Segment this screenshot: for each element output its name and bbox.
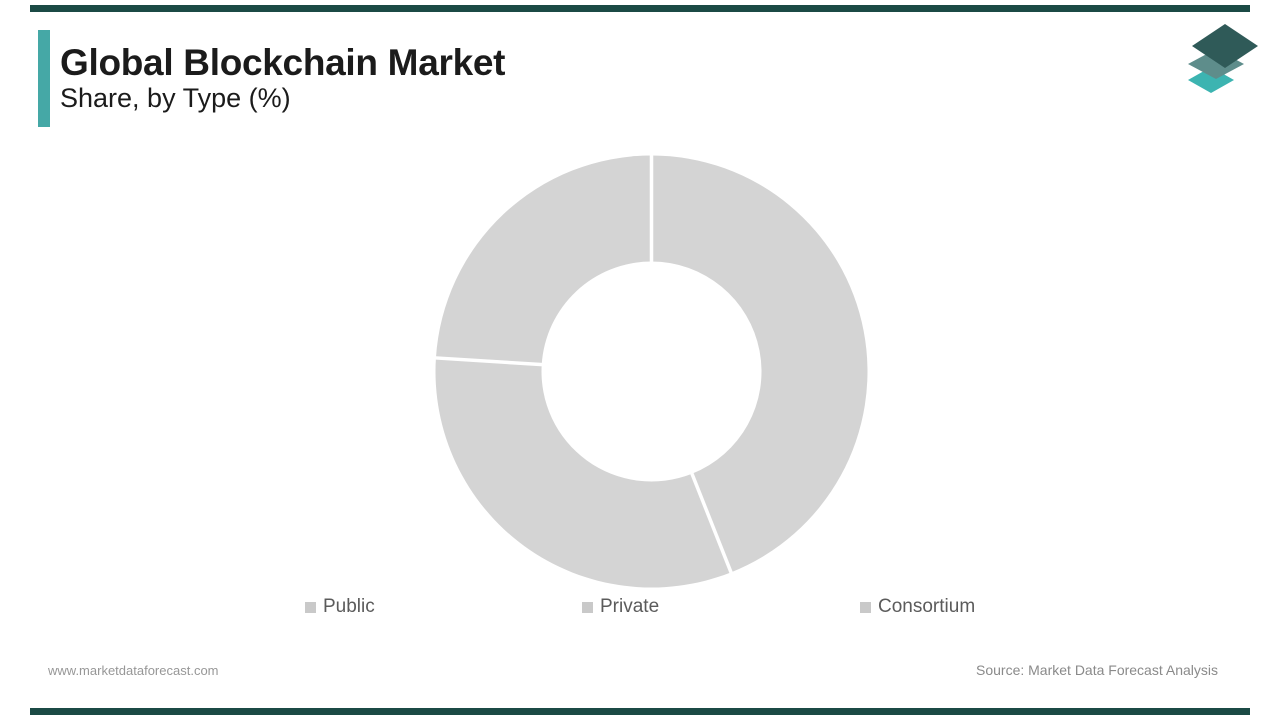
- legend-swatch-icon: [305, 601, 316, 613]
- logo-layer-top: [1192, 24, 1258, 68]
- legend-label: Private: [600, 596, 660, 617]
- legend-item-consortium: Consortium: [860, 595, 975, 619]
- legend-label: Public: [323, 596, 375, 617]
- donut-slice-private: [435, 357, 732, 588]
- legend-swatch-icon: [582, 601, 593, 613]
- chart-header: Global Blockchain Market Share, by Type …: [60, 44, 505, 114]
- legend-item-public: Public: [305, 595, 375, 619]
- donut-slice-consortium: [435, 155, 652, 365]
- chart-legend: Public Private Consortium: [0, 595, 1280, 619]
- website-url: www.marketdataforecast.com: [48, 663, 219, 678]
- donut-chart: [433, 153, 870, 590]
- bottom-border-bar: [30, 708, 1250, 715]
- page-title: Global Blockchain Market: [60, 42, 506, 83]
- legend-label: Consortium: [878, 596, 976, 617]
- legend-swatch-icon: [860, 601, 871, 613]
- top-border-bar: [30, 5, 1250, 12]
- legend-item-private: Private: [582, 595, 659, 619]
- slice-separator: [688, 468, 734, 575]
- source-note: Source: Market Data Forecast Analysis: [976, 662, 1218, 678]
- donut-slice-public: [651, 155, 868, 573]
- title-accent-bar: [38, 30, 50, 127]
- slice-separator: [433, 356, 547, 367]
- page-subtitle: Share, by Type (%): [60, 83, 291, 113]
- market-data-forecast-logo-icon: [1188, 24, 1258, 93]
